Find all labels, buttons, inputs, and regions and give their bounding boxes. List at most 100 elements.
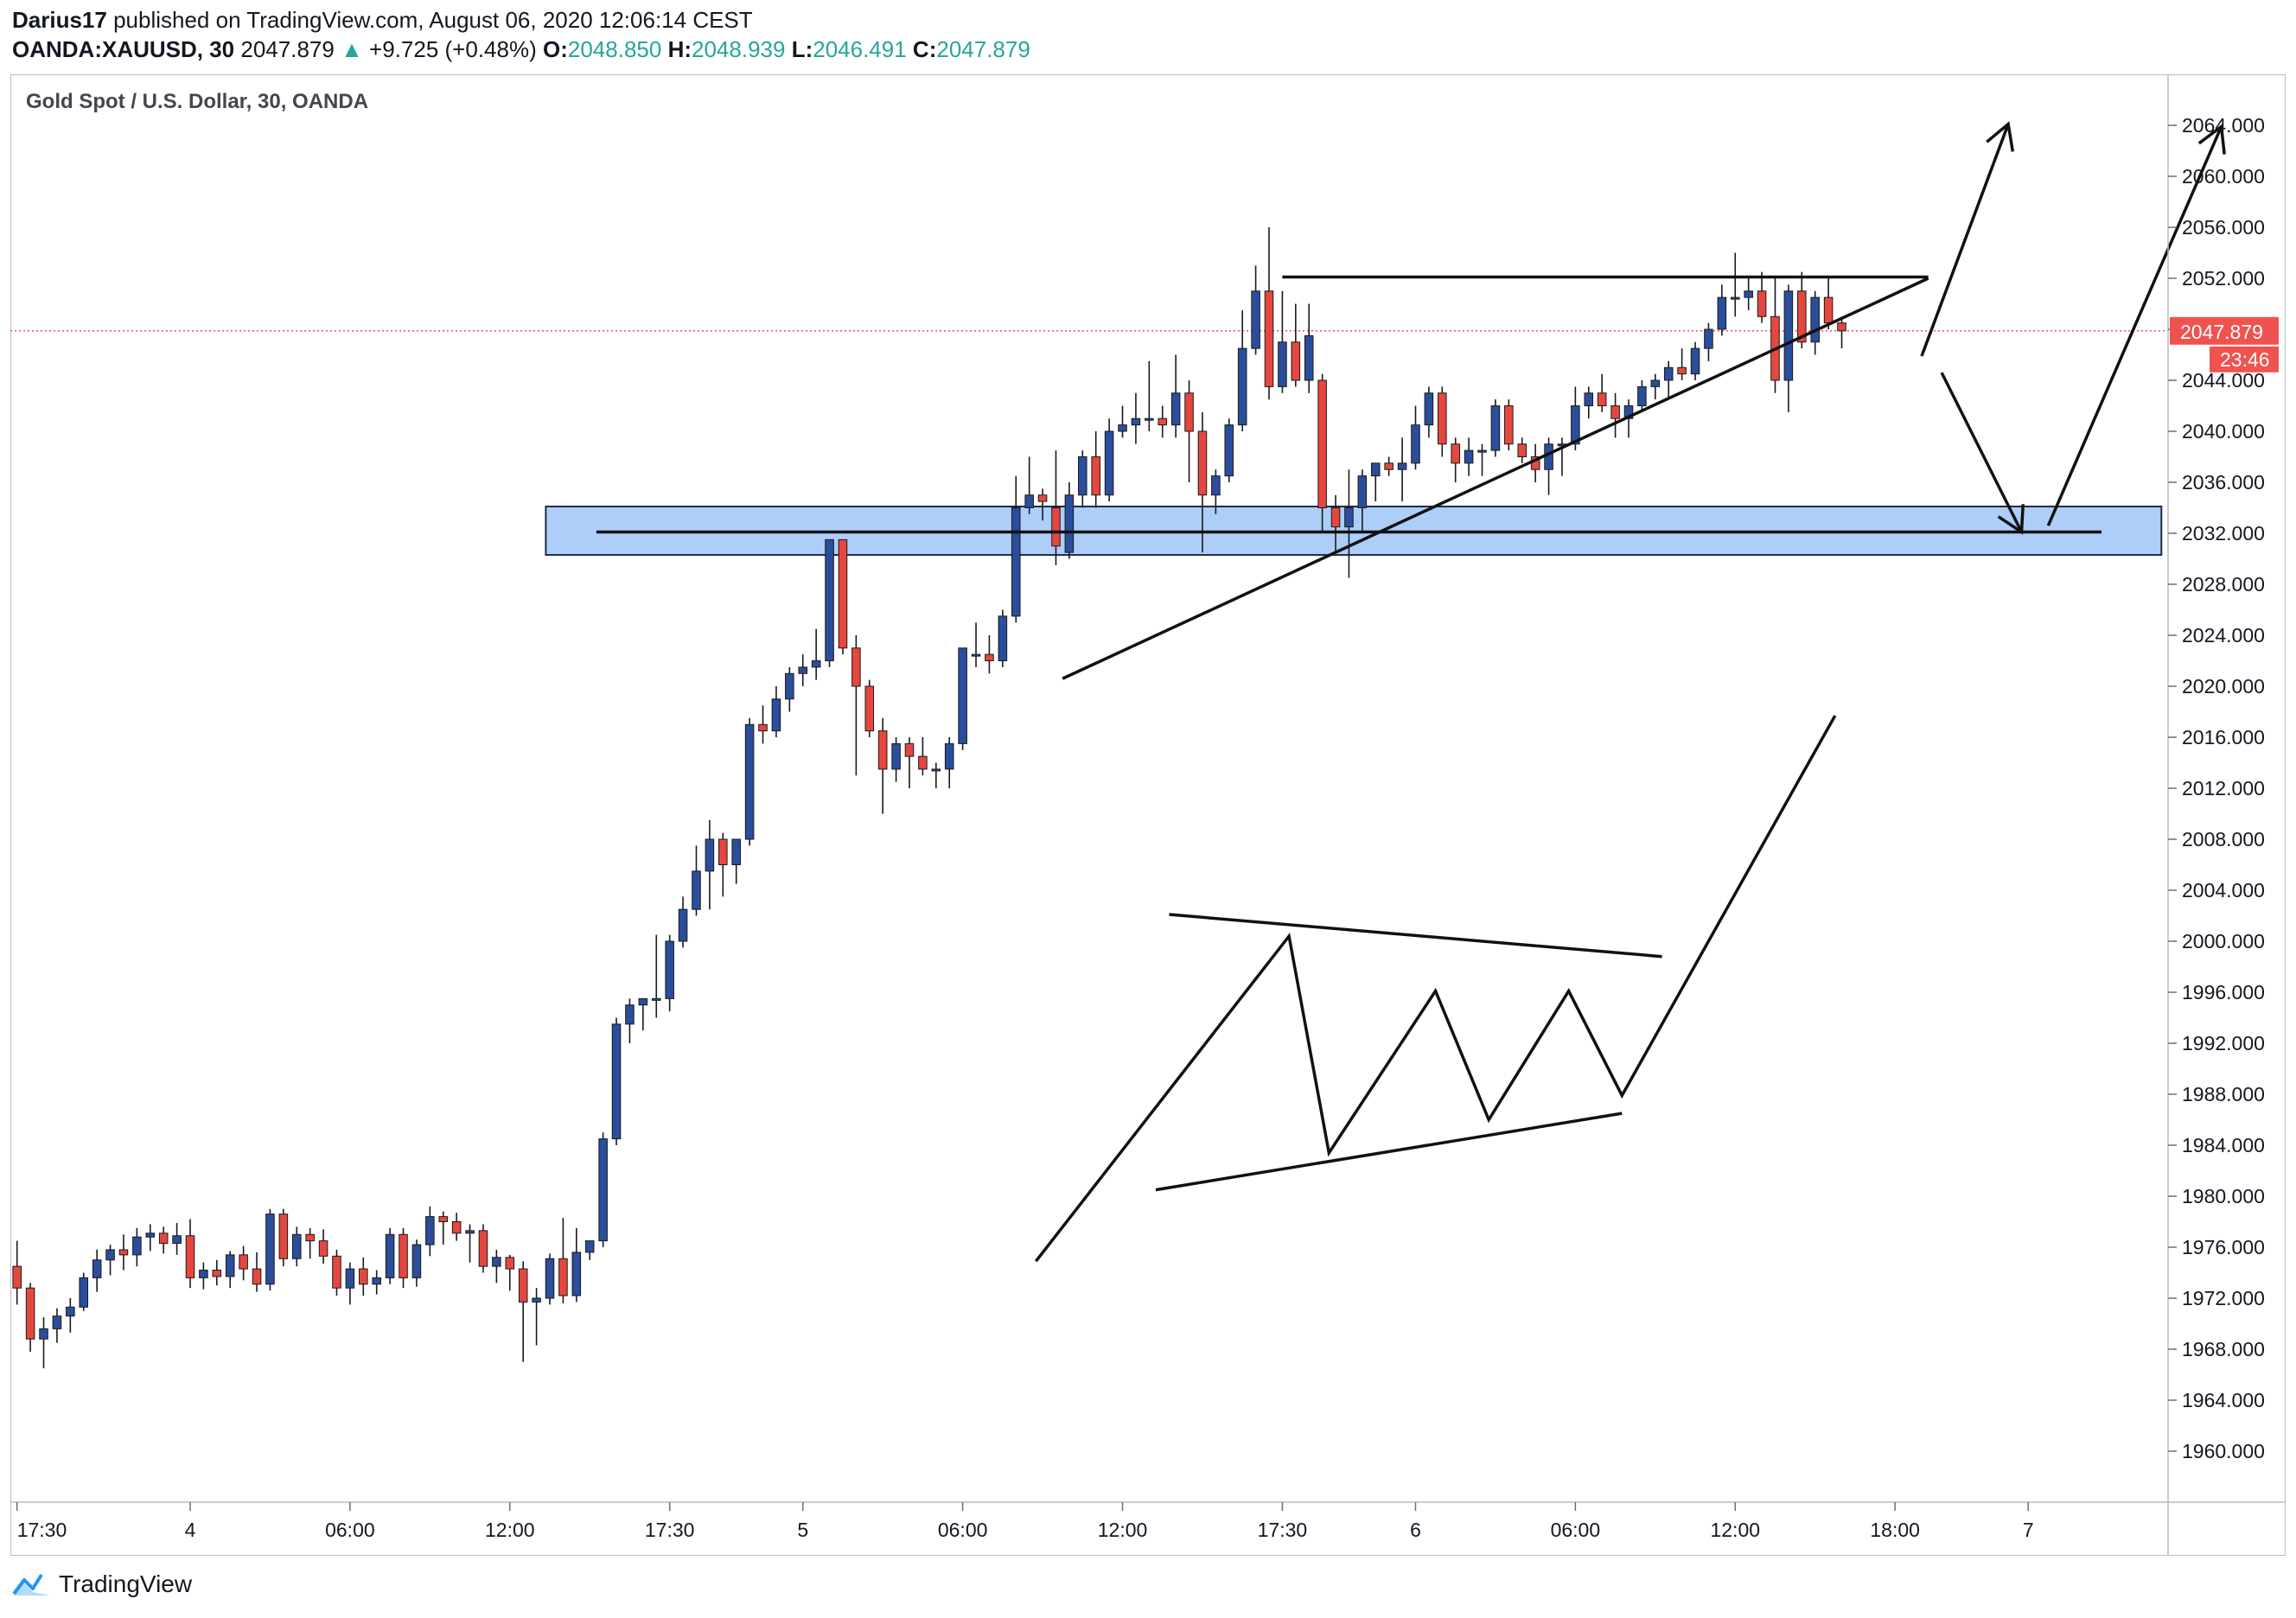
y-tick-label: 2028.000 [2182,573,2265,596]
candle-body [158,1233,169,1245]
candle-up [385,1227,395,1284]
candle-body [798,666,808,674]
candle-up [1810,290,1820,355]
candle-body [105,1249,115,1261]
candle-body [1291,341,1301,381]
y-tick-label: 1984.000 [2182,1134,2265,1156]
candle-down [185,1219,195,1289]
candle-down [1610,392,1620,438]
candle-up [1704,322,1713,361]
candle-body [851,647,861,687]
chart-title: Gold Spot / U.S. Dollar, 30, OANDA [26,90,369,113]
trend-line [1155,1112,1623,1192]
candle-body [998,615,1008,661]
tradingview-logo-icon[interactable] [12,1570,52,1599]
candle-body [252,1268,262,1285]
candle-up [958,647,967,750]
x-tick-label: 06:00 [1551,1519,1601,1541]
author-name[interactable]: Darius17 [12,7,107,33]
candle-body [172,1235,182,1245]
candle-body [1730,296,1740,300]
candle-down [985,635,994,674]
candle-up [705,819,715,910]
candle-up [532,1288,541,1346]
candle-body [318,1240,328,1257]
candle-up [1490,399,1501,457]
y-tick-label: 2020.000 [2182,675,2265,698]
candle-body [332,1255,341,1289]
candle-up [731,838,741,884]
candle-up [1118,405,1127,438]
candle-body [1663,366,1674,381]
candle-body [665,940,674,999]
candle-up [1544,437,1553,495]
candle-down [318,1229,328,1264]
candle-up [345,1262,355,1305]
candle-up [678,896,688,948]
candle-up [132,1227,142,1267]
candle-up [492,1249,501,1284]
candle-up [1397,437,1407,502]
candle-down [904,737,915,788]
candle-down [1677,348,1687,380]
candle-body [1797,290,1807,343]
low-value: 2046.491 [813,36,907,62]
candle-up [1744,278,1753,310]
x-tick-label: 6 [1410,1519,1421,1541]
candle-body [39,1328,48,1340]
candle-body [598,1138,608,1242]
candle-body [638,997,648,1006]
candle-up [1011,475,1021,623]
candle-body [1104,430,1114,496]
x-tick-label: 12:00 [485,1519,535,1541]
candle-body [864,685,875,732]
candle-body [1330,507,1341,528]
candle-body [1370,462,1381,477]
y-tick-label: 2040.000 [2182,420,2265,443]
candle-down [305,1227,315,1259]
candle-body [411,1244,422,1278]
countdown-label: 23:46 [2220,348,2270,371]
candle-up [771,686,781,737]
y-tick-label: 1992.000 [2182,1032,2265,1054]
candle-up [1104,418,1114,502]
candle-down [1091,431,1100,508]
candle-up [411,1239,422,1287]
candle-body [1357,475,1368,508]
candle-down [438,1211,449,1245]
tradingview-brand[interactable]: TradingView [59,1570,193,1597]
candle-body [359,1268,368,1285]
candle-down [252,1252,262,1292]
candle-down [1770,278,1780,393]
chart-frame [10,74,2286,1556]
candle-up [571,1227,582,1303]
candle-body [291,1233,302,1259]
candle-down [758,705,768,744]
candle-body [199,1270,208,1278]
candle-up [651,934,661,1018]
candle-body [1237,347,1247,426]
candle-body [1037,494,1048,502]
candle-up [1663,360,1674,400]
price-badge [2170,316,2279,345]
candle-down [1158,405,1168,438]
candle-body [518,1268,528,1303]
candle-body [971,653,981,657]
published-text: published on TradingView.com, August 06,… [113,7,753,33]
candle-body [451,1221,462,1234]
candle-down [1757,271,1767,323]
candle-up [692,845,701,916]
candle-body [1677,366,1687,375]
candle-up [1211,469,1221,514]
candle-down [25,1283,35,1352]
candle-down [1530,443,1540,482]
candle-up [584,1240,595,1260]
candle-body [1145,417,1154,421]
candle-body [1610,405,1620,419]
candle-body [212,1270,222,1277]
candle-down [1517,437,1527,463]
high-value: 2048.939 [692,36,786,62]
candle-down [1184,380,1194,482]
candle-down [838,538,848,655]
